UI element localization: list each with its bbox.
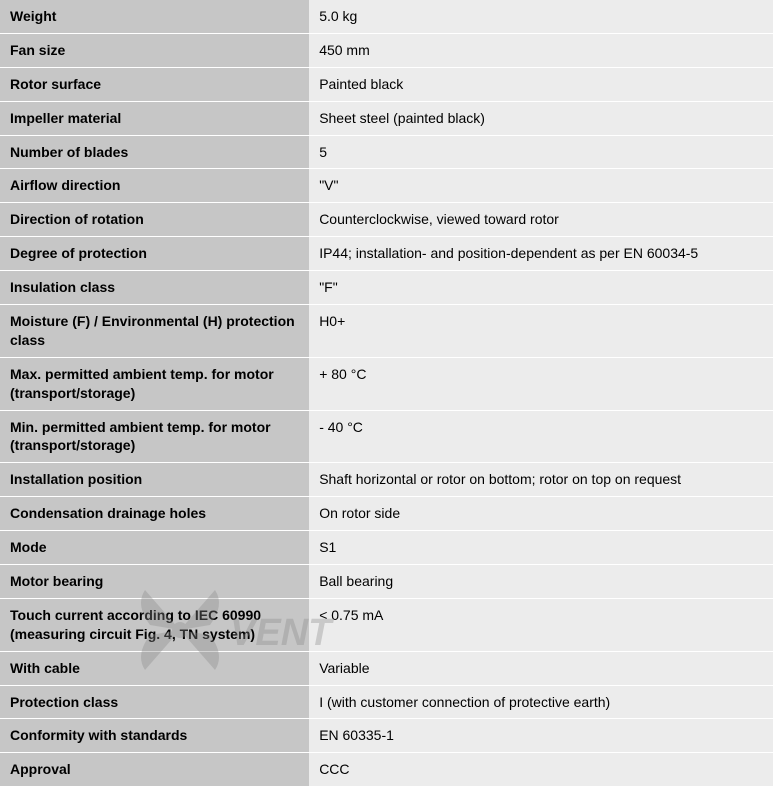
table-row: Protection classI (with customer connect…	[0, 685, 773, 719]
row-value: 450 mm	[309, 33, 773, 67]
table-row: Fan size450 mm	[0, 33, 773, 67]
row-value: Sheet steel (painted black)	[309, 101, 773, 135]
row-value: - 40 °C	[309, 410, 773, 463]
row-label: Number of blades	[0, 135, 309, 169]
row-label: Mode	[0, 531, 309, 565]
row-label: Min. permitted ambient temp. for motor (…	[0, 410, 309, 463]
row-value: 5	[309, 135, 773, 169]
table-row: Moisture (F) / Environmental (H) protect…	[0, 305, 773, 358]
table-row: Airflow direction"V"	[0, 169, 773, 203]
table-row: Motor bearingBall bearing	[0, 565, 773, 599]
table-row: Max. permitted ambient temp. for motor (…	[0, 357, 773, 410]
row-label: Impeller material	[0, 101, 309, 135]
table-row: Min. permitted ambient temp. for motor (…	[0, 410, 773, 463]
row-label: Weight	[0, 0, 309, 33]
row-label: Condensation drainage holes	[0, 497, 309, 531]
row-label: Protection class	[0, 685, 309, 719]
row-label: Airflow direction	[0, 169, 309, 203]
table-row: Touch current according to IEC 60990 (me…	[0, 598, 773, 651]
row-value: 5.0 kg	[309, 0, 773, 33]
row-label: Direction of rotation	[0, 203, 309, 237]
table-row: With cableVariable	[0, 651, 773, 685]
row-label: Max. permitted ambient temp. for motor (…	[0, 357, 309, 410]
row-value: CCC	[309, 753, 773, 787]
spec-table: Weight5.0 kg Fan size450 mm Rotor surfac…	[0, 0, 773, 787]
row-value: "V"	[309, 169, 773, 203]
row-label: With cable	[0, 651, 309, 685]
table-row: Impeller materialSheet steel (painted bl…	[0, 101, 773, 135]
row-label: Approval	[0, 753, 309, 787]
table-row: Number of blades5	[0, 135, 773, 169]
row-value: Variable	[309, 651, 773, 685]
row-value: Ball bearing	[309, 565, 773, 599]
row-value: < 0.75 mA	[309, 598, 773, 651]
row-label: Insulation class	[0, 271, 309, 305]
row-value: Painted black	[309, 67, 773, 101]
row-value: EN 60335-1	[309, 719, 773, 753]
row-label: Moisture (F) / Environmental (H) protect…	[0, 305, 309, 358]
table-row: ApprovalCCC	[0, 753, 773, 787]
row-value: S1	[309, 531, 773, 565]
row-label: Motor bearing	[0, 565, 309, 599]
table-row: Insulation class"F"	[0, 271, 773, 305]
row-value: Shaft horizontal or rotor on bottom; rot…	[309, 463, 773, 497]
row-value: + 80 °C	[309, 357, 773, 410]
row-label: Degree of protection	[0, 237, 309, 271]
table-row: Weight5.0 kg	[0, 0, 773, 33]
table-row: Degree of protectionIP44; installation- …	[0, 237, 773, 271]
table-row: Installation positionShaft horizontal or…	[0, 463, 773, 497]
row-label: Installation position	[0, 463, 309, 497]
row-label: Conformity with standards	[0, 719, 309, 753]
table-row: Direction of rotationCounterclockwise, v…	[0, 203, 773, 237]
row-value: "F"	[309, 271, 773, 305]
row-value: IP44; installation- and position-depende…	[309, 237, 773, 271]
table-row: Rotor surfacePainted black	[0, 67, 773, 101]
row-value: I (with customer connection of protectiv…	[309, 685, 773, 719]
row-value: H0+	[309, 305, 773, 358]
row-label: Touch current according to IEC 60990 (me…	[0, 598, 309, 651]
table-row: Conformity with standardsEN 60335-1	[0, 719, 773, 753]
table-row: ModeS1	[0, 531, 773, 565]
row-value: On rotor side	[309, 497, 773, 531]
table-row: Condensation drainage holesOn rotor side	[0, 497, 773, 531]
row-value: Counterclockwise, viewed toward rotor	[309, 203, 773, 237]
row-label: Rotor surface	[0, 67, 309, 101]
spec-table-body: Weight5.0 kg Fan size450 mm Rotor surfac…	[0, 0, 773, 787]
row-label: Fan size	[0, 33, 309, 67]
